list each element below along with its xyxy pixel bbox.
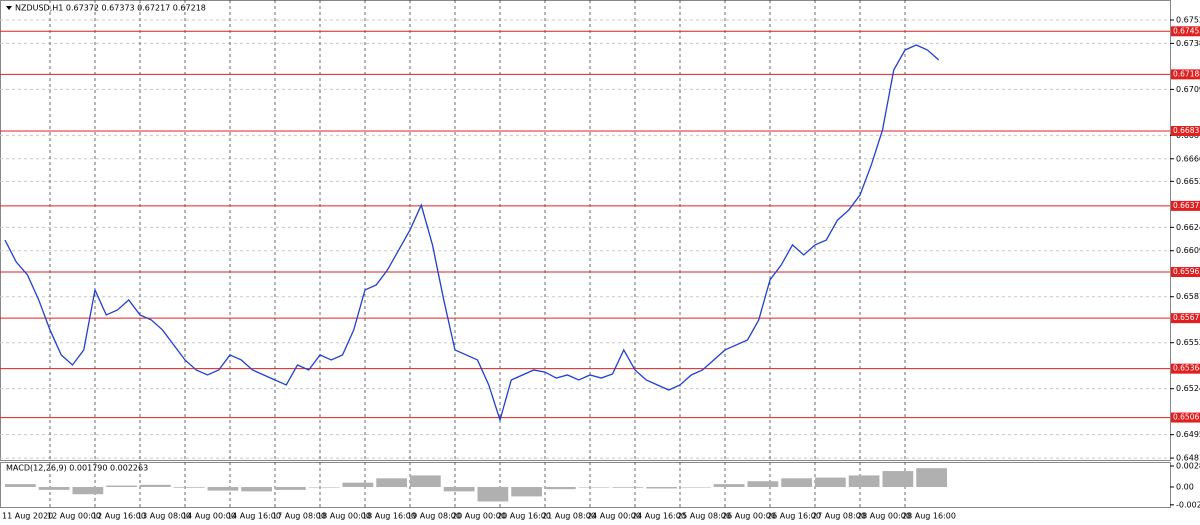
x-tick-label: 17 Aug 08:00: [272, 512, 326, 521]
y-tick-label: 0.65810: [1176, 292, 1200, 301]
menu-arrow[interactable]: [6, 6, 12, 10]
macd-bar: [646, 487, 677, 489]
level-label: 0.65677: [1173, 313, 1200, 322]
macd-bar: [207, 487, 239, 491]
y-tick-label: -0.00246: [1176, 500, 1200, 509]
macd-bar: [308, 487, 340, 488]
chart-title: NZDUSD,H1 0.67372 0.67373 0.67217 0.6721…: [15, 4, 206, 13]
price-line: [4, 44, 940, 423]
macd-bar: [545, 487, 576, 490]
x-tick-label: 20 Aug 00:00: [452, 512, 506, 521]
level-label: 0.67455: [1173, 26, 1200, 35]
price-pane: [0, 0, 1171, 461]
macd-bar: [72, 487, 104, 495]
x-tick-label: 20 Aug 16:00: [497, 512, 551, 521]
x-tick-label: 13 Aug 08:00: [137, 512, 191, 521]
macd-bar: [173, 487, 205, 488]
level-label: 0.66373: [1173, 201, 1200, 210]
macd-bar: [342, 482, 374, 487]
macd-bar: [815, 477, 846, 487]
macd-bar: [781, 478, 812, 487]
x-tick-label: 21 Aug 08:00: [542, 512, 596, 521]
macd-bar: [882, 471, 914, 487]
y-tick-label: 0.002898: [1176, 462, 1200, 471]
macd-bar: [848, 475, 880, 487]
y-tick-label: 0.65525: [1176, 338, 1200, 347]
macd-bar: [376, 478, 407, 487]
level-label-box: [1171, 267, 1200, 278]
level-label-box: [1171, 69, 1200, 80]
macd-bar: [680, 487, 711, 488]
macd-bar: [747, 481, 779, 487]
y-tick-label: 0.66095: [1176, 246, 1200, 255]
macd-bar: [106, 485, 137, 487]
x-tick-label: 14 Aug 16:00: [227, 512, 281, 521]
macd-pane: [0, 462, 1171, 508]
y-tick-label: 0.66665: [1176, 154, 1200, 163]
level-label: 0.65364: [1173, 364, 1200, 373]
y-tick-label: 0.64810: [1176, 454, 1200, 463]
macd-bar: [5, 484, 36, 487]
y-tick-label: 0.67095: [1176, 85, 1200, 94]
x-tick-label: 26 Aug 00:00: [722, 512, 776, 521]
macd-bar: [511, 487, 542, 497]
macd-bar: [410, 475, 441, 487]
x-tick-label: 14 Aug 00:00: [182, 512, 236, 521]
x-tick-label: 11 Aug 2020: [2, 512, 53, 521]
y-tick-label: 0.65240: [1176, 384, 1200, 393]
macd-bar: [140, 484, 171, 487]
macd-bar: [612, 487, 644, 488]
x-tick-label: 12 Aug 16:00: [92, 512, 146, 521]
macd-bar: [578, 487, 610, 488]
y-tick-label: 0.64955: [1176, 430, 1200, 439]
y-tick-label: 0.67525: [1176, 16, 1200, 25]
x-tick-label: 24 Aug 00:00: [587, 512, 641, 521]
x-tick-label: 25 Aug 08:00: [677, 512, 731, 521]
x-tick-label: 12 Aug 00:00: [47, 512, 101, 521]
level-label-box: [1171, 200, 1200, 211]
y-tick-label: 0.66525: [1176, 177, 1200, 186]
macd-bar: [713, 484, 745, 487]
level-label-box: [1171, 412, 1200, 423]
macd-bar: [38, 487, 70, 490]
x-tick-label: 28 Aug 00:00: [857, 512, 911, 521]
macd-title: MACD(12,26,9) 0.001790 0.002263: [6, 464, 148, 473]
x-tick-label: 24 Aug 16:00: [632, 512, 686, 521]
level-label-box: [1171, 26, 1200, 37]
macd-bar: [443, 487, 475, 492]
level-label-box: [1171, 313, 1200, 324]
x-tick-label: 18 Aug 16:00: [362, 512, 416, 521]
level-label: 0.65963: [1173, 267, 1200, 276]
y-tick-label: 0.66240: [1176, 223, 1200, 232]
y-tick-label: 0.00: [1176, 483, 1194, 492]
x-tick-label: 18 Aug 00:00: [317, 512, 371, 521]
x-tick-label: 27 Aug 08:00: [812, 512, 866, 521]
level-label: 0.66837: [1173, 126, 1200, 135]
level-label-box: [1171, 363, 1200, 374]
macd-bar: [916, 468, 947, 487]
level-label: 0.67188: [1173, 69, 1200, 78]
macd-bar: [477, 487, 509, 502]
macd-bar: [241, 487, 272, 492]
level-label-box: [1171, 126, 1200, 137]
x-tick-label: 26 Aug 16:00: [767, 512, 821, 521]
x-tick-label: 19 Aug 08:00: [407, 512, 461, 521]
level-label: 0.65061: [1173, 413, 1200, 422]
x-tick-label: 28 Aug 16:00: [902, 512, 956, 521]
y-tick-label: 0.67380: [1176, 39, 1200, 48]
macd-bar: [275, 487, 306, 490]
